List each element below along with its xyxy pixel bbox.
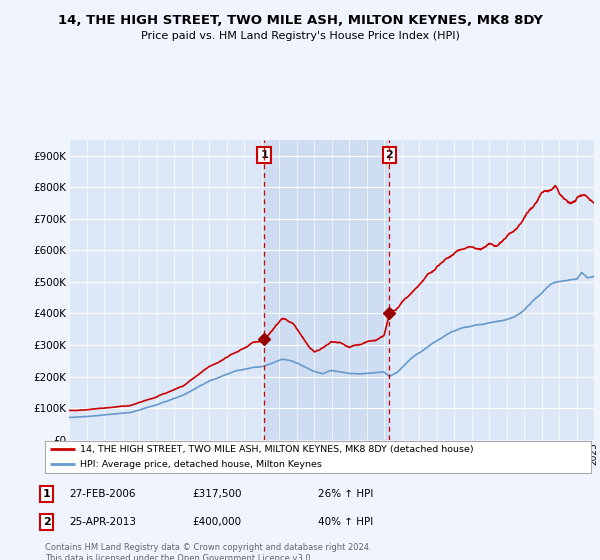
Text: 2: 2 <box>386 150 393 160</box>
Text: 1: 1 <box>43 489 50 499</box>
Text: 27-FEB-2006: 27-FEB-2006 <box>69 489 136 499</box>
Text: £317,500: £317,500 <box>192 489 241 499</box>
Text: Contains HM Land Registry data © Crown copyright and database right 2024.
This d: Contains HM Land Registry data © Crown c… <box>45 543 371 560</box>
Text: 25-APR-2013: 25-APR-2013 <box>69 517 136 527</box>
Bar <box>264 140 389 440</box>
Text: 40% ↑ HPI: 40% ↑ HPI <box>318 517 373 527</box>
Text: 1: 1 <box>260 150 268 160</box>
Text: 14, THE HIGH STREET, TWO MILE ASH, MILTON KEYNES, MK8 8DY (detached house): 14, THE HIGH STREET, TWO MILE ASH, MILTO… <box>80 445 474 454</box>
Text: HPI: Average price, detached house, Milton Keynes: HPI: Average price, detached house, Milt… <box>80 460 322 469</box>
Text: Price paid vs. HM Land Registry's House Price Index (HPI): Price paid vs. HM Land Registry's House … <box>140 31 460 41</box>
Text: 2: 2 <box>43 517 50 527</box>
Text: 26% ↑ HPI: 26% ↑ HPI <box>318 489 373 499</box>
Text: £400,000: £400,000 <box>192 517 241 527</box>
Text: 14, THE HIGH STREET, TWO MILE ASH, MILTON KEYNES, MK8 8DY: 14, THE HIGH STREET, TWO MILE ASH, MILTO… <box>58 14 542 27</box>
